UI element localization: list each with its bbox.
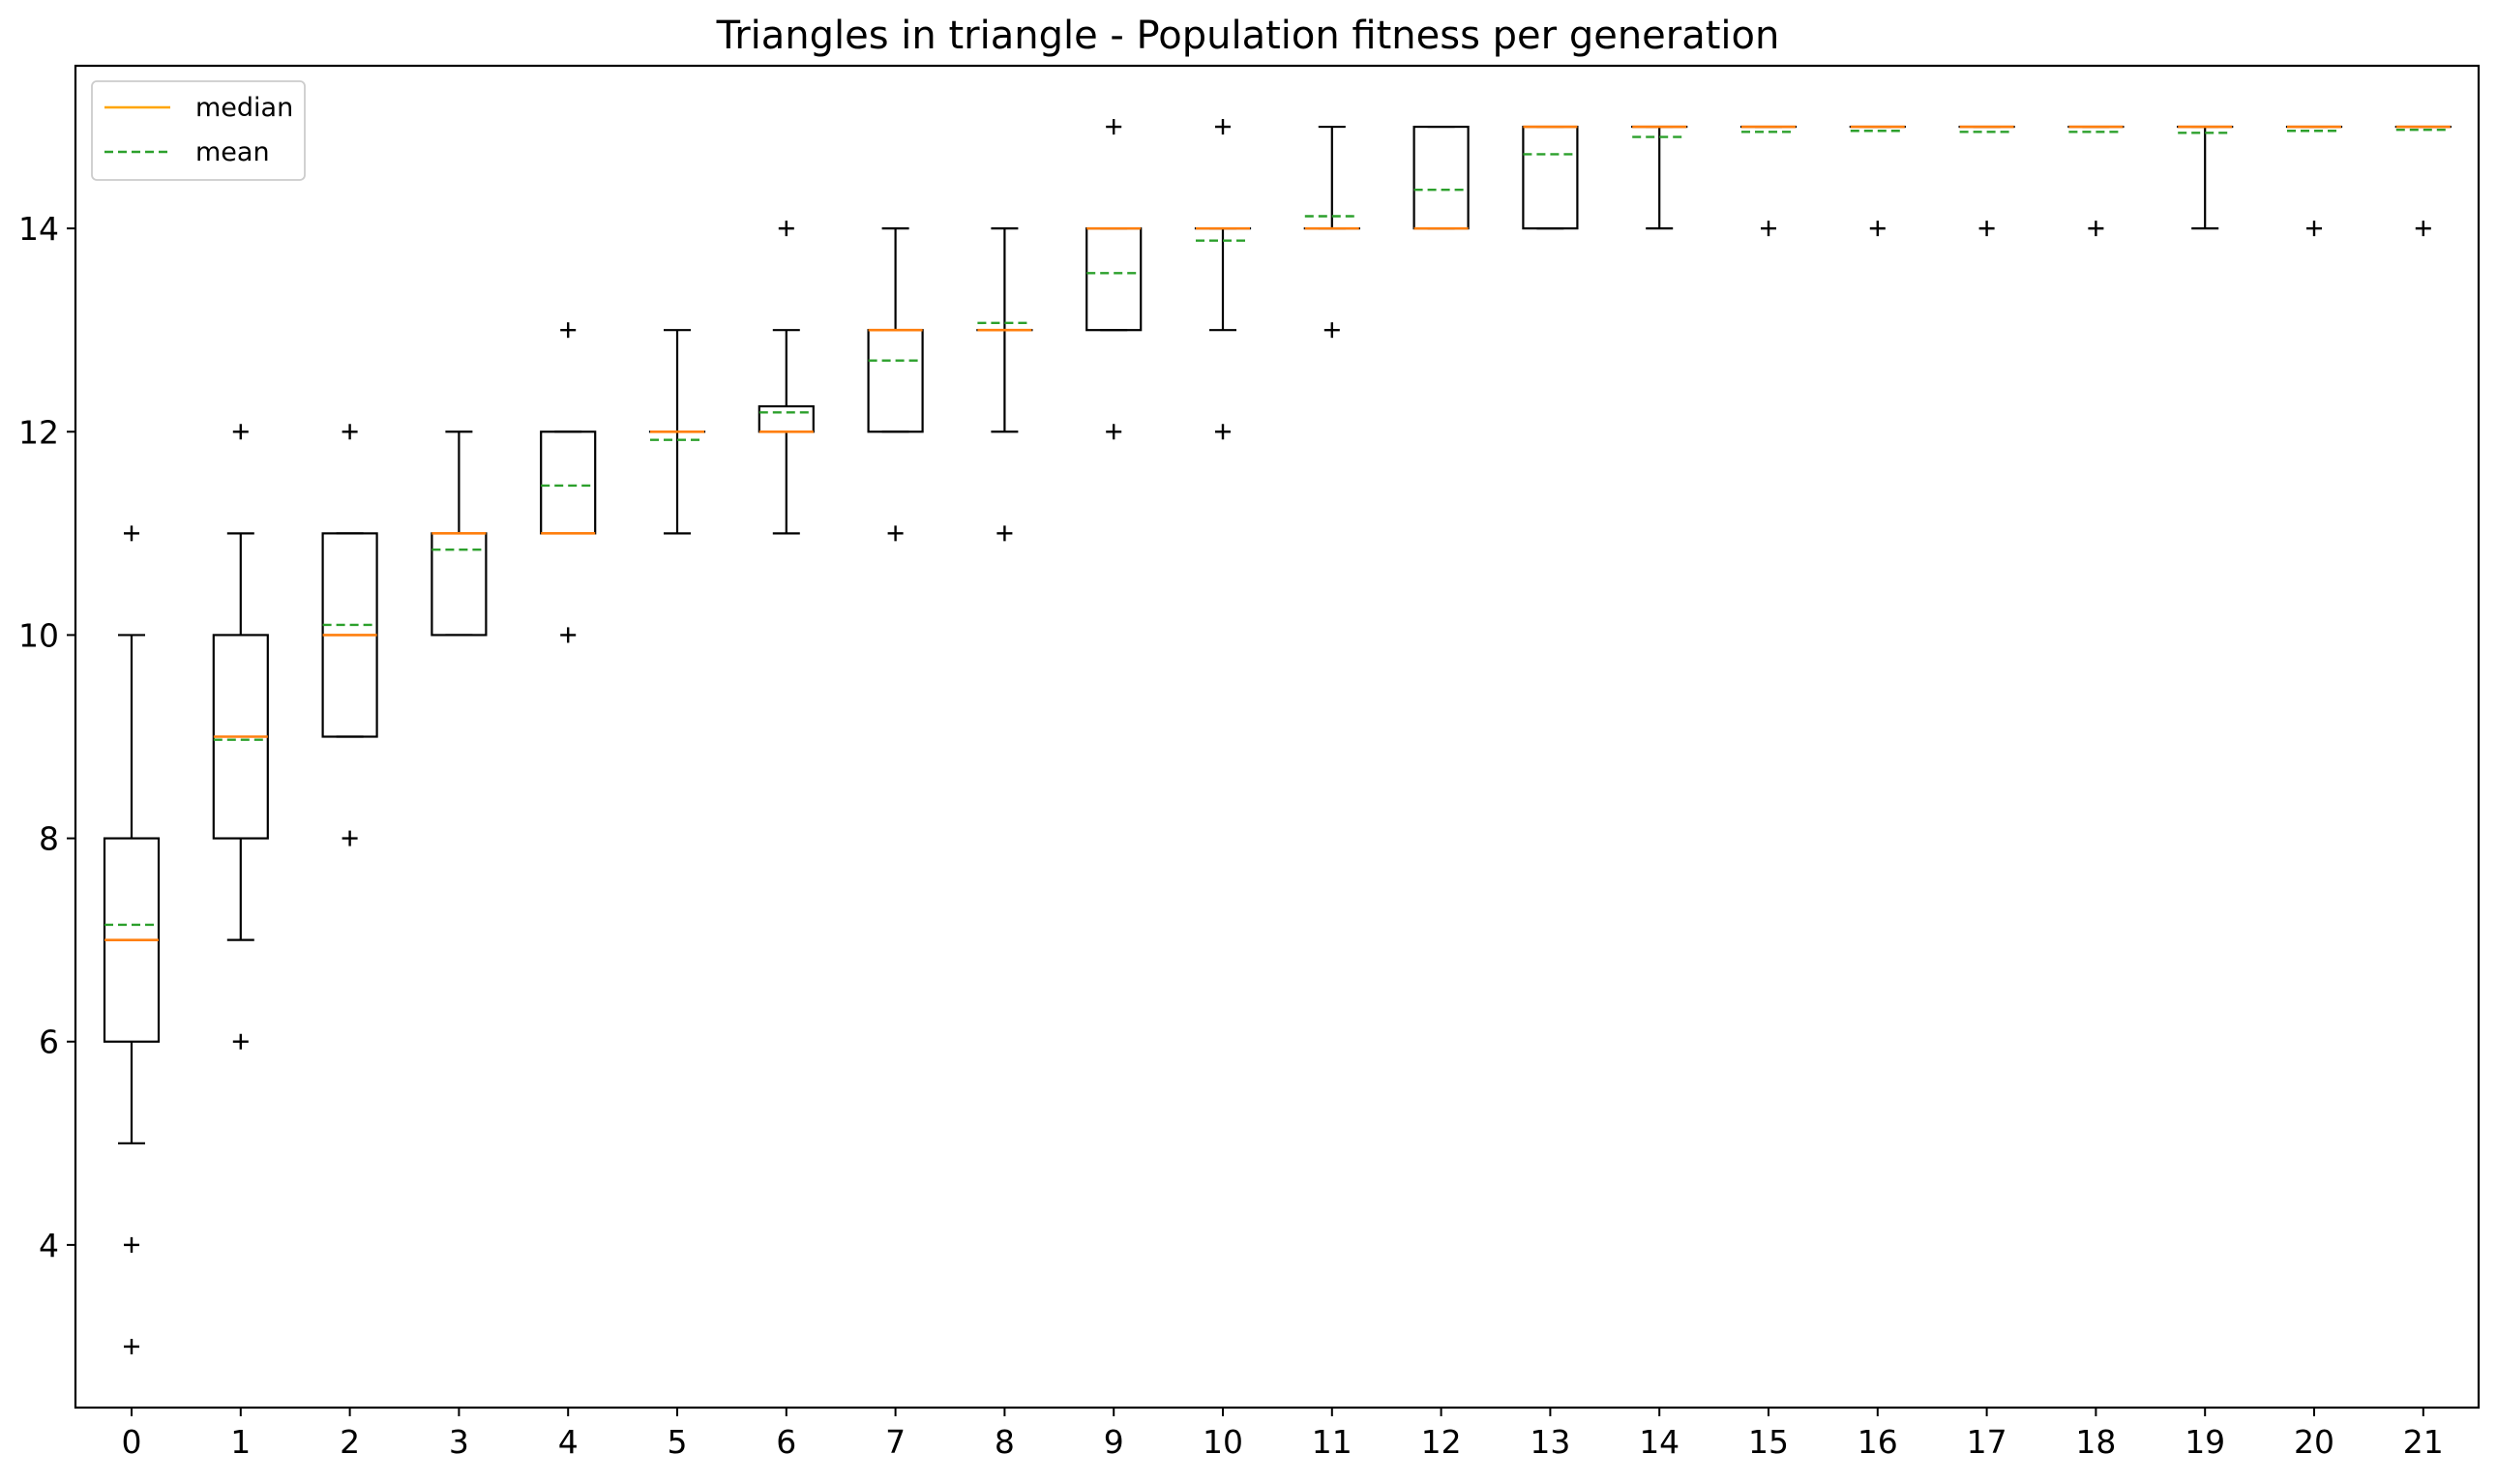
flier-point [233, 424, 249, 439]
plot-frame [75, 66, 2479, 1408]
flier-point [888, 525, 904, 541]
box-group-3 [431, 431, 486, 635]
x-tick-label: 9 [1104, 1423, 1124, 1461]
x-tick-label: 2 [340, 1423, 360, 1461]
box-group-10 [1196, 119, 1250, 439]
flier-point [342, 424, 358, 439]
x-tick-label: 1 [230, 1423, 251, 1461]
box-group-2 [323, 424, 377, 846]
x-tick-label: 14 [1639, 1423, 1680, 1461]
flier-point [1870, 221, 1886, 236]
box-group-21 [2396, 127, 2451, 236]
legend-label-mean: mean [195, 137, 270, 167]
box-group-19 [2178, 127, 2232, 228]
flier-point [1215, 424, 1231, 439]
box-group-13 [1523, 127, 1577, 228]
y-tick-label: 10 [18, 616, 59, 654]
box-group-0 [104, 525, 159, 1354]
x-tick-label: 13 [1530, 1423, 1570, 1461]
y-tick-label: 6 [39, 1024, 59, 1061]
box [1414, 127, 1469, 228]
flier-point [1106, 119, 1121, 134]
x-tick-label: 5 [668, 1423, 688, 1461]
x-tick-label: 19 [2185, 1423, 2225, 1461]
flier-point [2088, 221, 2103, 236]
box-group-16 [1851, 127, 1905, 236]
box-group-15 [1741, 127, 1796, 236]
x-tick-label: 11 [1312, 1423, 1353, 1461]
flier-point [1979, 221, 1995, 236]
box [759, 406, 814, 431]
x-tick-label: 18 [2075, 1423, 2116, 1461]
box-group-9 [1086, 119, 1141, 439]
x-tick-label: 21 [2403, 1423, 2444, 1461]
flier-point [1761, 221, 1776, 236]
flier-point [2416, 221, 2431, 236]
box-group-8 [977, 228, 1031, 541]
x-tick-label: 4 [558, 1423, 579, 1461]
x-tick-label: 16 [1858, 1423, 1898, 1461]
box-group-4 [541, 322, 595, 642]
x-tick-label: 0 [122, 1423, 142, 1461]
y-axis: 4 6 8 10 12 14 [18, 210, 75, 1264]
box-group-11 [1305, 127, 1359, 338]
flier-point [779, 221, 794, 236]
legend: median mean [92, 81, 305, 180]
x-tick-label: 20 [2294, 1423, 2334, 1461]
x-tick-label: 7 [885, 1423, 906, 1461]
legend-label-median: median [195, 93, 293, 123]
box [1523, 127, 1577, 228]
x-tick-label: 12 [1421, 1423, 1462, 1461]
box-group-5 [650, 330, 704, 533]
flier-point [124, 1237, 139, 1253]
box [541, 431, 595, 533]
flier-point [1324, 322, 1340, 338]
box-group-20 [2287, 127, 2341, 236]
x-tick-label: 10 [1203, 1423, 1243, 1461]
y-tick-label: 12 [18, 413, 59, 451]
box [869, 330, 923, 431]
flier-point [996, 525, 1012, 541]
y-tick-label: 4 [39, 1227, 59, 1264]
flier-point [342, 831, 358, 846]
x-tick-label: 17 [1967, 1423, 2007, 1461]
flier-point [233, 1034, 249, 1050]
box-group-14 [1632, 127, 1686, 228]
box-group-7 [869, 228, 923, 541]
flier-point [560, 627, 576, 642]
flier-point [124, 1339, 139, 1354]
box-group-12 [1414, 127, 1469, 228]
box-group-6 [759, 221, 814, 533]
x-tick-label: 15 [1748, 1423, 1789, 1461]
box [1086, 228, 1141, 330]
flier-point [1215, 119, 1231, 134]
flier-point [2306, 221, 2322, 236]
x-tick-label: 6 [776, 1423, 796, 1461]
x-tick-label: 8 [995, 1423, 1015, 1461]
box-group-1 [214, 424, 268, 1049]
flier-point [560, 322, 576, 338]
flier-point [124, 525, 139, 541]
y-tick-label: 14 [18, 210, 59, 248]
chart-title: Triangles in triangle - Population fitne… [716, 14, 1780, 58]
plot-marks [104, 119, 2451, 1354]
flier-point [1106, 424, 1121, 439]
y-tick-label: 8 [39, 820, 59, 858]
x-tick-label: 3 [449, 1423, 469, 1461]
box-group-17 [1960, 127, 2014, 236]
box-group-18 [2068, 127, 2123, 236]
